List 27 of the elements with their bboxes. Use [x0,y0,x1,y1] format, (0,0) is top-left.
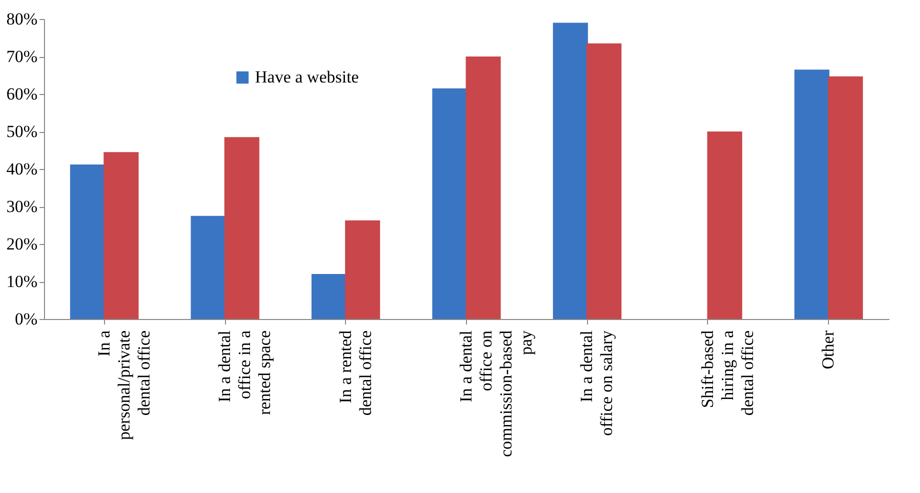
y-tick-label: 0% [14,310,38,328]
bar [190,216,226,319]
y-tick-label: 80% [6,10,38,28]
bar [707,132,742,319]
bar [224,137,260,319]
bar [104,152,139,319]
y-tick-label: 70% [6,47,38,66]
bar [828,76,863,319]
y-tick-label: 40% [6,160,38,178]
bar [794,70,830,319]
legend-label: Have a website [255,68,359,86]
bar [466,56,501,319]
y-tick-label: 20% [6,234,38,254]
y-tick-label: 50% [6,122,38,141]
x-tick-label: In a personal/private dental office [94,330,154,440]
bar [552,22,588,319]
x-tick-label: In a dental office on commission-based pay [456,330,536,458]
y-tick-label: 10% [6,272,38,291]
bar [586,43,622,319]
y-tick-label: 60% [6,84,38,104]
bar [432,88,468,319]
bar [70,164,106,319]
bar [345,220,380,319]
x-tick-label: Other [818,330,838,370]
y-tick-label: 30% [6,197,38,216]
bar [312,274,347,319]
x-tick-label: Shift-based hiring in a dental office [698,330,757,416]
